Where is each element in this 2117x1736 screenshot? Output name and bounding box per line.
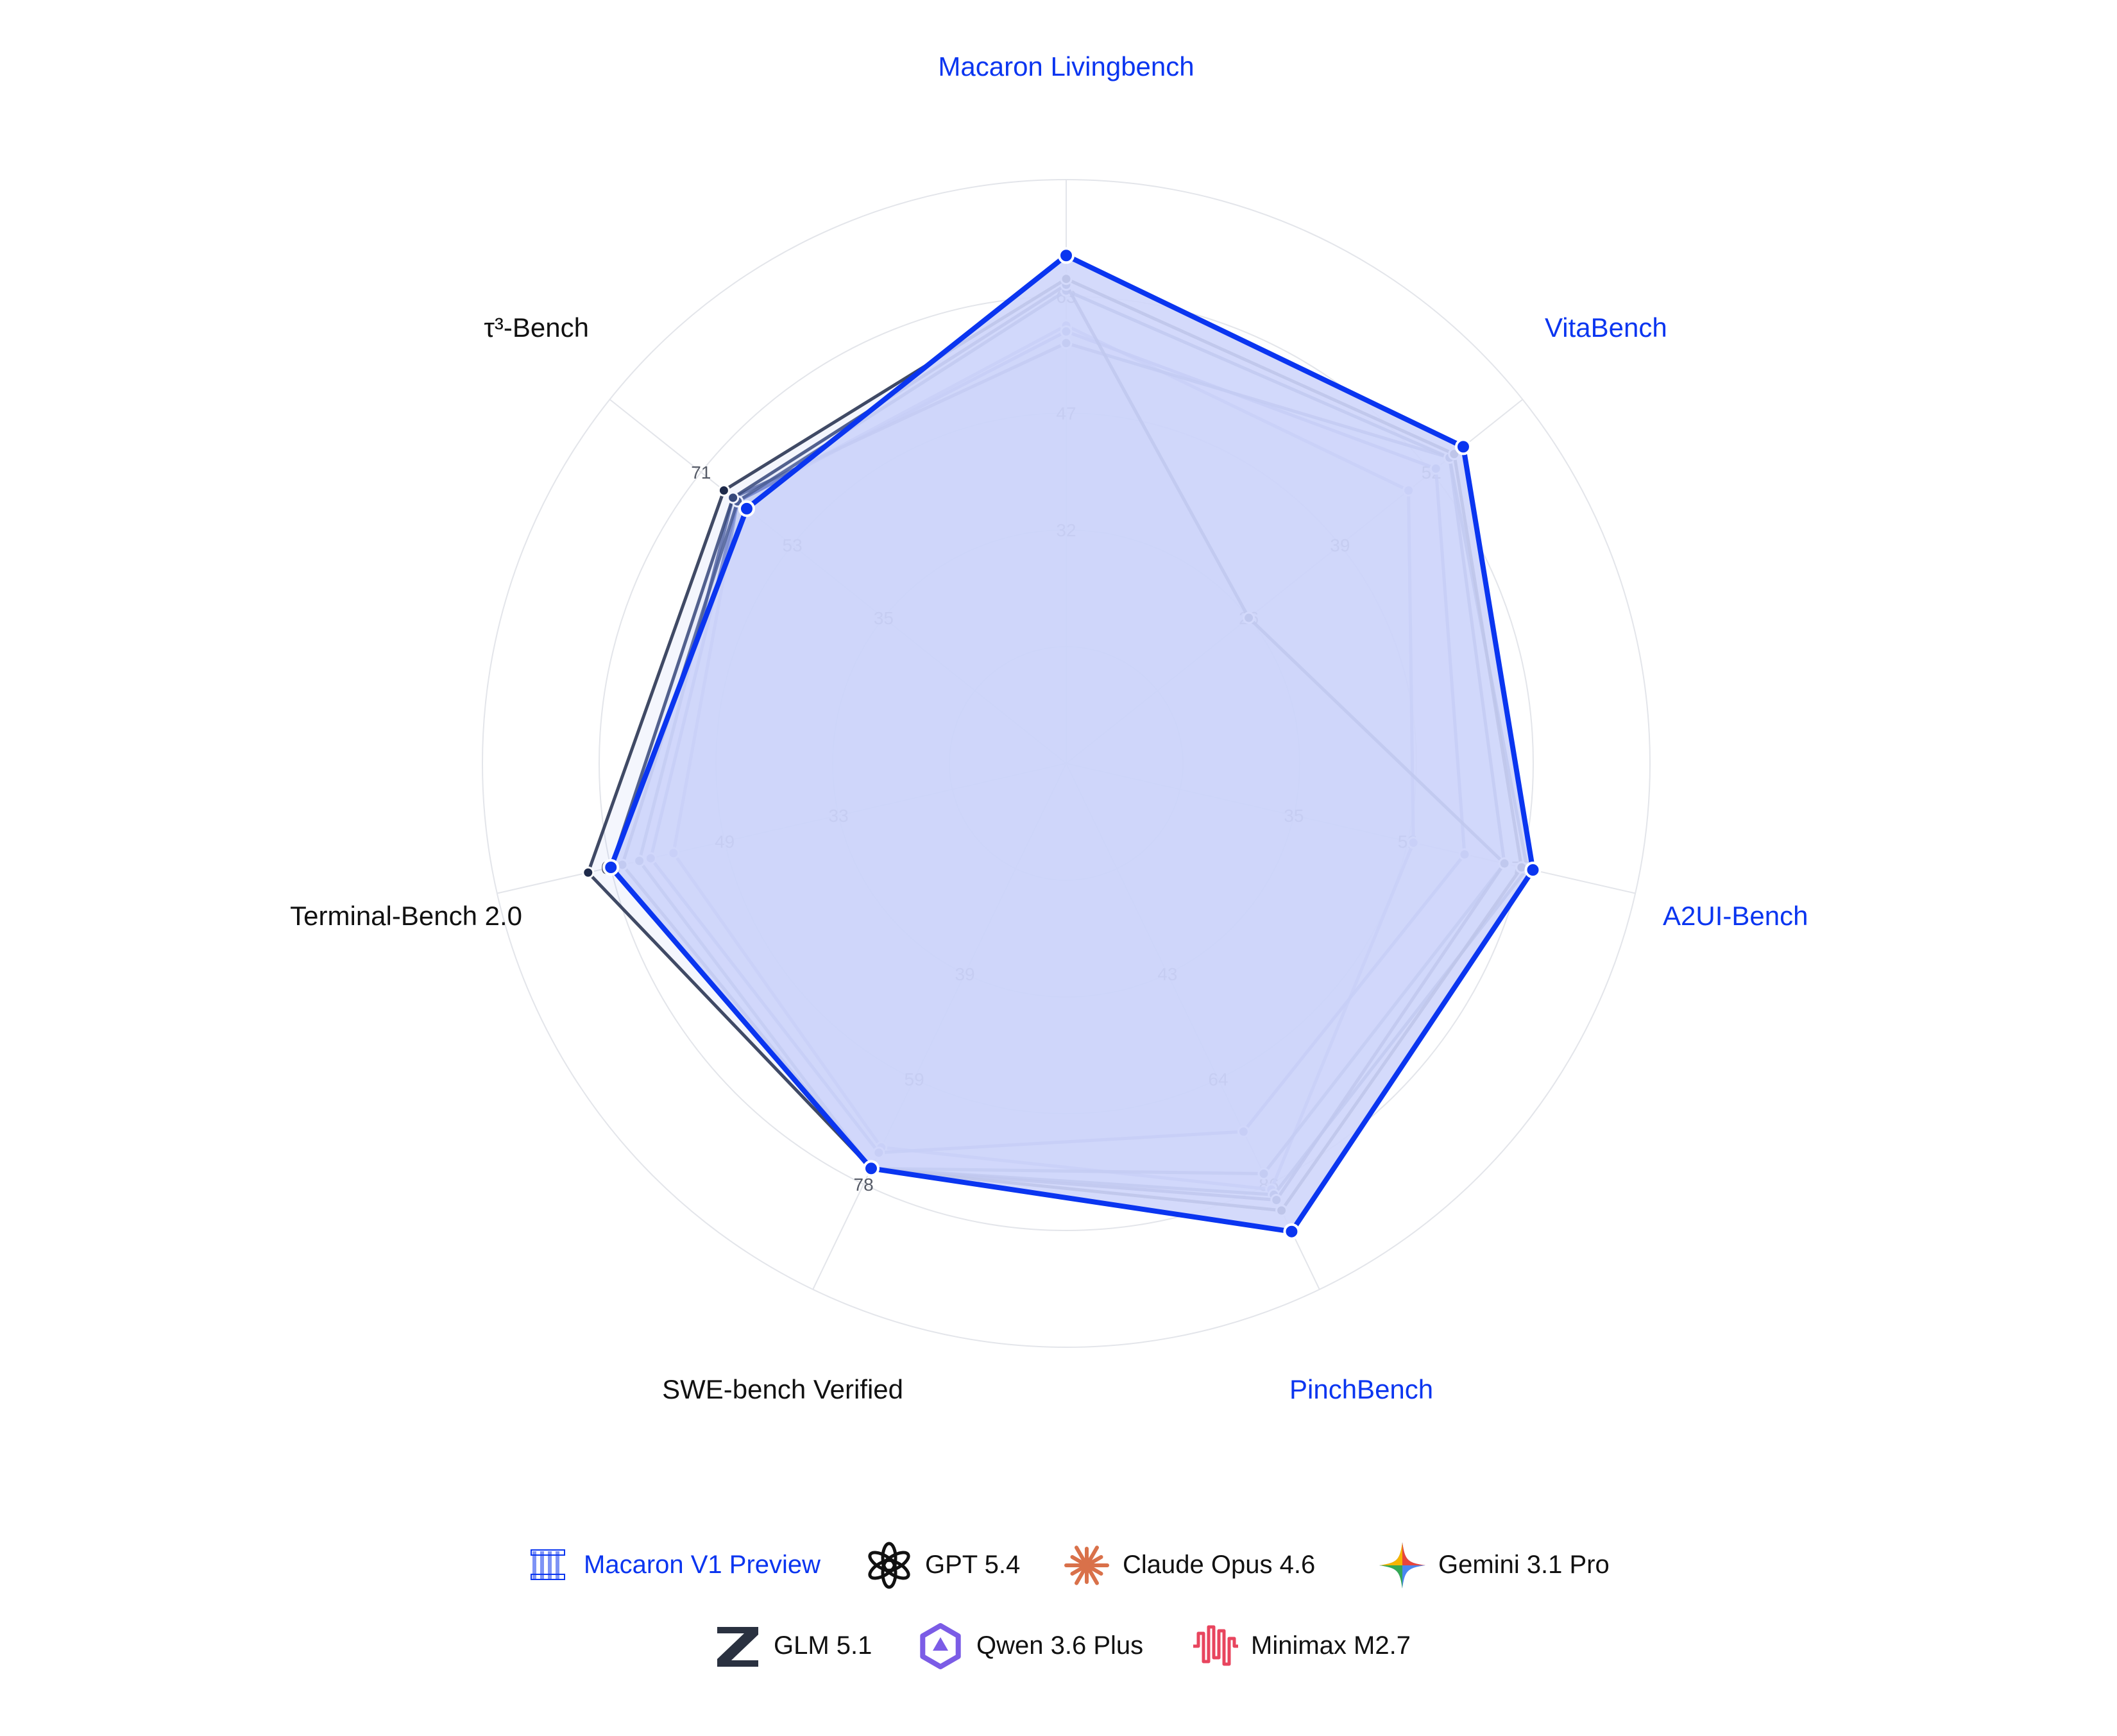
legend-item[interactable]: Claude Opus 4.6 [1064,1545,1315,1585]
legend-item[interactable]: Gemini 3.1 Pro [1379,1542,1610,1588]
legend-label: Gemini 3.1 Pro [1438,1551,1610,1579]
axis-label: VitaBench [1545,312,1667,343]
data-point [602,858,620,876]
axis-label: Terminal-Bench 2.0 [290,901,522,931]
legend-label: GPT 5.4 [925,1551,1020,1579]
openai-logo-icon [868,1542,910,1589]
legend-item[interactable]: Macaron V1 Preview [531,1549,820,1580]
data-point [1058,247,1075,264]
data-point [717,484,730,497]
legend-label: Claude Opus 4.6 [1123,1551,1315,1579]
axis-label: SWE-bench Verified [662,1374,903,1404]
qwen-logo-icon [920,1623,961,1669]
legend-item[interactable]: Qwen 3.6 Plus [920,1623,1143,1669]
legend-label: Qwen 3.6 Plus [976,1631,1143,1660]
data-point [582,866,595,879]
series-layer [582,247,1542,1240]
claude-logo-icon [1064,1545,1109,1585]
series-macaron-v1-preview [602,247,1542,1240]
series-line [608,253,1536,1234]
data-point [1524,862,1542,879]
legend-label: GLM 5.1 [774,1631,872,1660]
axis-label: A2UI-Bench [1663,901,1808,931]
data-point [1454,438,1472,455]
tick-label: 78 [854,1175,874,1195]
glm-logo-icon [717,1627,758,1667]
axis-label: PinchBench [1289,1374,1433,1404]
data-point [738,500,755,517]
legend-item[interactable]: GLM 5.1 [717,1627,872,1667]
legend-label: Macaron V1 Preview [584,1551,820,1579]
minimax-logo-icon [1193,1625,1238,1666]
axis-labels: Macaron Livingbench VitaBench A2UI-Bench Pi… [290,51,1808,1404]
legend-item[interactable]: Minimax M2.7 [1193,1625,1411,1666]
tick-label: 71 [691,463,711,482]
axis-label: τ³-Bench [484,312,589,343]
legend: Macaron V1 Preview GPT 5.4 Claude Opus 4.6… [531,1542,1610,1669]
data-point [727,491,740,504]
macaron-logo-icon [531,1549,565,1580]
data-point [862,1160,880,1177]
legend-item[interactable]: GPT 5.4 [867,1542,1021,1589]
legend-label: Minimax M2.7 [1251,1631,1411,1660]
gemini-logo-icon [1379,1542,1425,1588]
data-point [1283,1223,1300,1240]
axis-label: Macaron Livingbench [938,51,1194,81]
